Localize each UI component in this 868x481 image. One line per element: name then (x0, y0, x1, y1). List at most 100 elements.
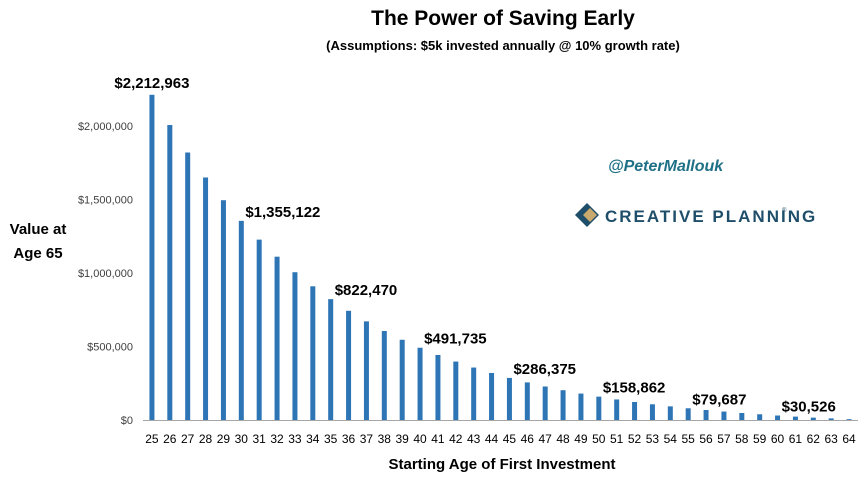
chart-title: The Power of Saving Early (371, 7, 635, 30)
x-tick-label: 49 (574, 432, 588, 446)
data-labels: $2,212,963 $1,355,122 $822,470 $491,735 $286… (114, 75, 835, 416)
x-tick-label: 60 (771, 432, 785, 446)
bar-age-38 (381, 331, 387, 420)
x-axis: 25 26 27 28 29 30 31 32 33 34 35 36 37 38 39 40 41 42 43 44… (145, 432, 856, 446)
y-tick-label: $2,000,000 (78, 121, 133, 133)
bar-age-55 (685, 408, 691, 420)
bar-age-36 (346, 310, 352, 420)
x-tick-label: 51 (610, 432, 624, 446)
creative-planning-logo: CREATIVE PLANNING ® (575, 203, 817, 227)
brand-trademark: ® (782, 207, 787, 214)
x-tick-label: 36 (342, 432, 356, 446)
bar-age-32 (274, 256, 280, 420)
x-tick-label: 61 (789, 432, 803, 446)
x-tick-label: 32 (270, 432, 284, 446)
x-tick-label: 29 (217, 432, 231, 446)
x-tick-label: 27 (181, 432, 195, 446)
bar-age-42 (453, 361, 459, 420)
x-tick-label: 42 (449, 432, 463, 446)
x-tick-label: 57 (717, 432, 731, 446)
brand-name: CREATIVE PLANNING (605, 207, 817, 226)
x-tick-label: 63 (825, 432, 839, 446)
y-axis-label-line1: Value at (10, 221, 67, 238)
x-tick-label: 35 (324, 432, 338, 446)
bar-age-61 (792, 416, 798, 420)
bar-age-29 (220, 200, 226, 420)
data-label: $822,470 (335, 282, 398, 299)
x-tick-label: 53 (646, 432, 660, 446)
bar-age-35 (328, 299, 334, 420)
bar-age-37 (363, 321, 369, 420)
x-tick-label: 38 (378, 432, 392, 446)
x-tick-label: 25 (145, 432, 159, 446)
chart-subtitle: (Assumptions: $5k invested annually @ 10… (326, 38, 680, 53)
x-tick-label: 52 (628, 432, 642, 446)
y-tick-label: $1,500,000 (78, 195, 133, 207)
x-tick-label: 58 (735, 432, 749, 446)
bar-age-62 (810, 417, 816, 420)
data-label: $2,212,963 (114, 75, 189, 92)
bar-age-46 (524, 382, 530, 420)
x-tick-label: 45 (503, 432, 517, 446)
bar-age-31 (256, 239, 262, 420)
bar-age-56 (703, 410, 709, 420)
x-tick-label: 41 (431, 432, 445, 446)
bar-age-28 (203, 177, 209, 420)
x-tick-label: 34 (306, 432, 320, 446)
x-tick-label: 54 (664, 432, 678, 446)
x-tick-label: 47 (539, 432, 553, 446)
bar-age-41 (435, 354, 441, 420)
bar-age-59 (757, 414, 763, 420)
y-tick-label: $0 (121, 415, 133, 427)
x-tick-label: 55 (682, 432, 696, 446)
bar-age-45 (506, 377, 512, 420)
bar-age-58 (739, 412, 745, 420)
bars (149, 94, 852, 421)
bar-age-51 (614, 399, 620, 420)
x-tick-label: 26 (163, 432, 177, 446)
bar-age-53 (649, 404, 655, 420)
bar-age-48 (560, 390, 566, 420)
x-tick-label: 46 (521, 432, 535, 446)
bar-age-64 (846, 419, 852, 420)
bar-age-26 (167, 125, 173, 421)
bar-age-30 (238, 220, 244, 420)
x-tick-label: 28 (199, 432, 213, 446)
bar-age-52 (632, 401, 638, 420)
x-tick-label: 31 (253, 432, 267, 446)
x-tick-label: 37 (360, 432, 374, 446)
brand-mark-icon (575, 203, 599, 227)
bar-age-57 (721, 411, 727, 420)
bar-age-34 (310, 286, 316, 420)
bar-age-60 (775, 415, 781, 420)
bar-age-49 (578, 393, 584, 420)
x-tick-label: 50 (592, 432, 606, 446)
bar-age-44 (489, 372, 495, 420)
bar-age-27 (185, 152, 191, 420)
x-tick-label: 59 (753, 432, 767, 446)
bar-age-25 (149, 94, 155, 421)
data-label: $30,526 (782, 399, 836, 416)
bar-age-54 (667, 406, 673, 420)
x-tick-label: 43 (467, 432, 481, 446)
y-axis-label-line2: Age 65 (13, 245, 62, 262)
y-axis: $0 $500,000 $1,000,000 $1,500,000 $2,000,000 (78, 121, 133, 427)
x-tick-label: 30 (235, 432, 249, 446)
bar-age-40 (417, 347, 423, 420)
x-tick-label: 64 (842, 432, 856, 446)
data-label: $1,355,122 (245, 204, 320, 221)
data-label: $79,687 (692, 391, 746, 408)
x-tick-label: 62 (807, 432, 821, 446)
x-tick-label: 44 (485, 432, 499, 446)
x-tick-label: 56 (699, 432, 713, 446)
twitter-handle: @PeterMallouk (608, 158, 724, 175)
bar-age-43 (471, 367, 477, 420)
x-tick-label: 40 (413, 432, 427, 446)
x-tick-label: 39 (396, 432, 410, 446)
y-tick-label: $500,000 (87, 342, 133, 354)
bar-age-47 (542, 386, 548, 420)
x-tick-label: 48 (556, 432, 570, 446)
y-tick-label: $1,000,000 (78, 268, 133, 280)
data-label: $158,862 (603, 380, 666, 397)
